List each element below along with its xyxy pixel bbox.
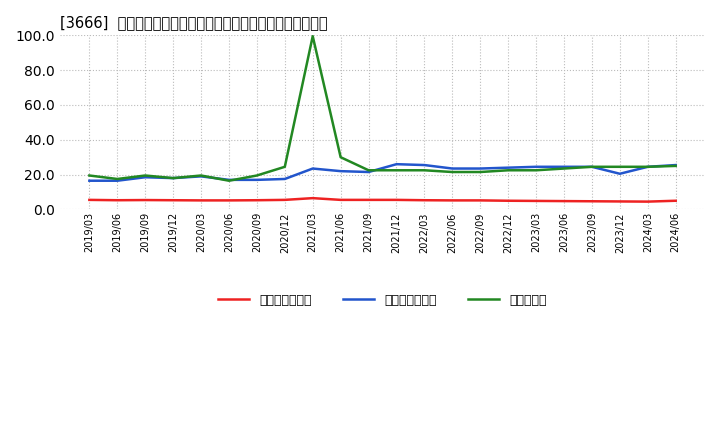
在庫回転率: [392, 168, 401, 173]
在庫回転率: [308, 33, 317, 39]
買入債務回転率: [336, 169, 345, 174]
売上債権回転率: [448, 198, 456, 203]
売上債権回転率: [504, 198, 513, 203]
売上債権回転率: [281, 197, 289, 202]
Legend: 売上債権回転率, 買入債務回転率, 在庫回転率: 売上債権回転率, 買入債務回転率, 在庫回転率: [213, 289, 552, 312]
買入債務回転率: [85, 178, 94, 183]
買入債務回転率: [588, 164, 596, 169]
買入債務回転率: [281, 176, 289, 182]
買入債務回転率: [448, 166, 456, 171]
買入債務回転率: [253, 177, 261, 183]
在庫回転率: [85, 173, 94, 178]
買入債務回転率: [392, 161, 401, 167]
売上債権回転率: [168, 198, 177, 203]
在庫回転率: [644, 164, 652, 169]
売上債権回転率: [308, 195, 317, 201]
売上債権回転率: [225, 198, 233, 203]
在庫回転率: [141, 173, 150, 178]
在庫回転率: [504, 168, 513, 173]
売上債権回転率: [588, 198, 596, 204]
在庫回転率: [336, 154, 345, 160]
売上債権回転率: [85, 197, 94, 202]
在庫回転率: [448, 169, 456, 175]
売上債権回転率: [336, 197, 345, 202]
買入債務回転率: [644, 164, 652, 169]
売上債権回転率: [420, 198, 428, 203]
在庫回転率: [225, 178, 233, 183]
買入債務回転率: [168, 176, 177, 181]
在庫回転率: [616, 164, 624, 169]
在庫回転率: [364, 168, 373, 173]
買入債務回転率: [532, 164, 541, 169]
売上債権回転率: [644, 199, 652, 204]
Text: [3666]  売上債権回転率、買入債務回転率、在庫回転率の推移: [3666] 売上債権回転率、買入債務回転率、在庫回転率の推移: [60, 15, 328, 30]
在庫回転率: [253, 173, 261, 178]
買入債務回転率: [225, 177, 233, 183]
買入債務回転率: [559, 164, 568, 169]
在庫回転率: [113, 176, 122, 182]
売上債権回転率: [364, 197, 373, 202]
在庫回転率: [588, 164, 596, 169]
買入債務回転率: [616, 171, 624, 176]
在庫回転率: [559, 166, 568, 171]
在庫回転率: [671, 163, 680, 169]
買入債務回転率: [113, 178, 122, 183]
売上債権回転率: [559, 198, 568, 204]
売上債権回転率: [197, 198, 205, 203]
在庫回転率: [420, 168, 428, 173]
買入債務回転率: [308, 166, 317, 171]
買入債務回転率: [197, 174, 205, 179]
売上債権回転率: [616, 199, 624, 204]
売上債権回転率: [476, 198, 485, 203]
在庫回転率: [476, 169, 485, 175]
売上債権回転率: [671, 198, 680, 203]
買入債務回転率: [141, 175, 150, 180]
Line: 売上債権回転率: 売上債権回転率: [89, 198, 675, 202]
Line: 在庫回転率: 在庫回転率: [89, 36, 675, 181]
買入債務回転率: [504, 165, 513, 170]
買入債務回転率: [476, 166, 485, 171]
買入債務回転率: [671, 162, 680, 168]
在庫回転率: [197, 173, 205, 178]
売上債権回転率: [113, 198, 122, 203]
買入債務回転率: [420, 162, 428, 168]
在庫回転率: [532, 168, 541, 173]
買入債務回転率: [364, 169, 373, 175]
在庫回転率: [168, 176, 177, 181]
在庫回転率: [281, 164, 289, 169]
Line: 買入債務回転率: 買入債務回転率: [89, 164, 675, 181]
売上債権回転率: [392, 197, 401, 202]
売上債権回転率: [141, 198, 150, 203]
売上債権回転率: [253, 198, 261, 203]
売上債権回転率: [532, 198, 541, 204]
